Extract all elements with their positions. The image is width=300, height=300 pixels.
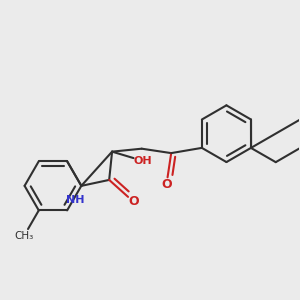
Text: O: O xyxy=(128,195,139,208)
Text: NH: NH xyxy=(66,195,84,205)
Text: CH₃: CH₃ xyxy=(14,231,34,241)
Text: O: O xyxy=(161,178,172,191)
Text: OH: OH xyxy=(134,156,152,166)
